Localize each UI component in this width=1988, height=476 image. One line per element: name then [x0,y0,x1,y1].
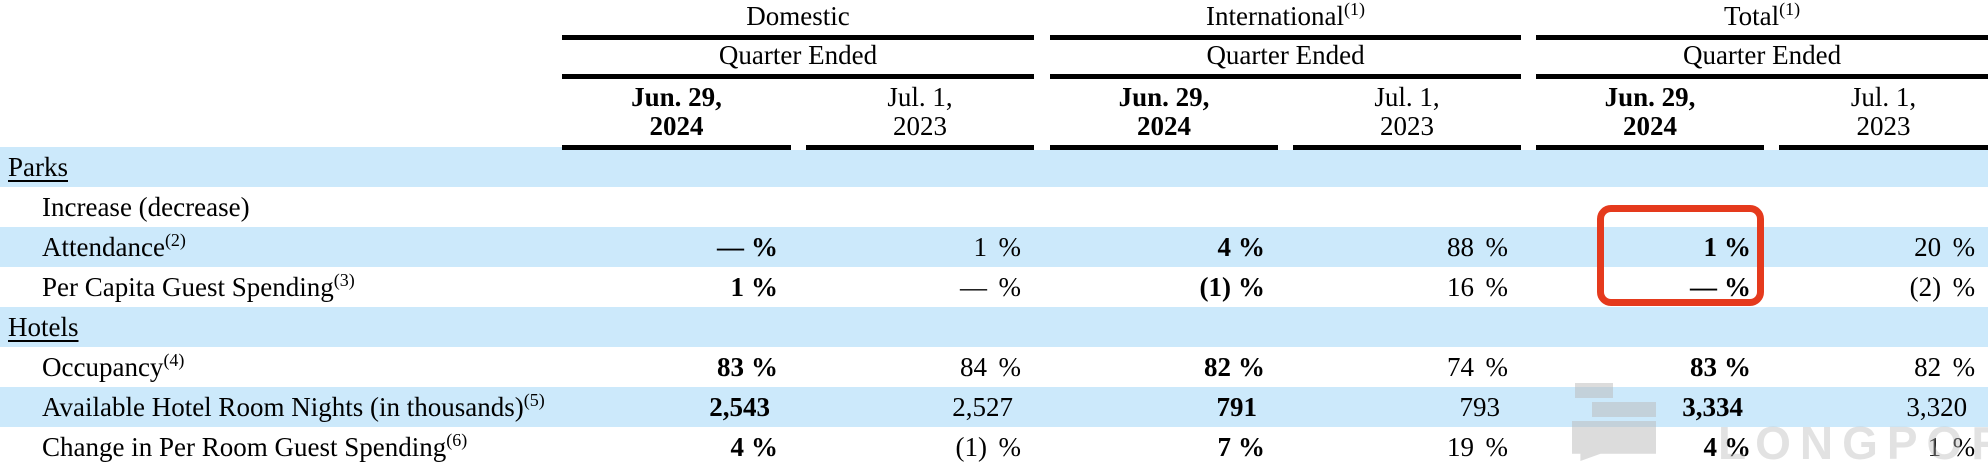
cell-domestic-2024: 1% [730,271,779,302]
col-header-jun-29-2024: Jun. 29, 2024 [1536,76,1765,150]
cell-domestic-2023: —% [960,271,1022,302]
cell-domestic-2023: (1)% [955,431,1022,462]
cell-total-2023: (2)% [1909,271,1976,302]
group-header-total: Total(1) [1536,0,1988,40]
cell-international-2023: 793 [1459,391,1501,422]
row-increase-decrease: Increase (decrease) [0,187,1988,227]
row-label: Occupancy [42,351,164,382]
row-label: Change in Per Room Guest Spending [42,431,447,462]
cell-domestic-2023: 2,527 [952,391,1014,422]
footnote-ref: (6) [446,429,468,450]
col-header-jul-1-2023: Jul. 1, 2023 [806,76,1035,150]
cell-domestic-2024: 83% [717,351,778,382]
cell-total-2023: 20% [1914,231,1976,262]
quarter-ended-row: Quarter Ended Quarter Ended Quarter Ende… [0,37,1988,79]
col-header-jul-1-2023: Jul. 1, 2023 [1293,76,1522,150]
footnote-ref: (1) [1344,0,1365,19]
row-change-per-room-guest-spending: Change in Per Room Guest Spending(6) 4% … [0,427,1988,467]
cell-total-2024: 1% [1703,231,1752,262]
cell-international-2023: 88% [1447,231,1509,262]
cell-domestic-2023: 1% [973,231,1022,262]
quarter-ended-label: Quarter Ended [562,37,1035,79]
row-available-hotel-room-nights: Available Hotel Room Nights (in thousand… [0,387,1988,427]
cell-international-2023: 19% [1447,431,1509,462]
footnote-ref: (5) [523,389,545,410]
group-header-international: International(1) [1050,0,1522,40]
cell-international-2023: 16% [1447,271,1509,302]
footnote-ref: (3) [333,269,355,290]
cell-international-2023: 74% [1447,351,1509,382]
row-label: Attendance [42,231,165,262]
section-row-parks: Parks [0,147,1988,187]
cell-international-2024: 82% [1204,351,1266,382]
col-header-jun-29-2024: Jun. 29, 2024 [562,76,791,150]
cell-international-2024: 791 [1216,391,1258,422]
footnote-ref: (2) [164,229,186,250]
group-header-row: Domestic International(1) Total(1) [0,0,1988,40]
cell-domestic-2024: 2,543 [709,391,770,422]
cell-international-2024: 4% [1217,231,1266,262]
section-label: Hotels [8,311,79,342]
cell-domestic-2024: 4% [730,431,779,462]
col-header-jun-29-2024: Jun. 29, 2024 [1050,76,1279,150]
group-header-domestic: Domestic [562,0,1035,40]
date-header-row: Jun. 29, 2024 Jul. 1, 2023 Jun. 29, 2024 Ju… [0,76,1988,150]
footnote-ref: (4) [163,349,185,370]
row-attendance: Attendance(2) —% 1% 4% 88% 1% 20% [0,227,1988,267]
cell-total-2024: —% [1690,271,1752,302]
cell-total-2023: 3,320 [1906,391,1968,422]
row-label: Available Hotel Room Nights (in thousand… [42,391,524,422]
cell-total-2024: 4% [1703,431,1752,462]
row-occupancy: Occupancy(4) 83% 84% 82% 74% 83% 82% [0,347,1988,387]
cell-total-2023: 1% [1927,431,1976,462]
section-row-hotels: Hotels [0,307,1988,347]
row-per-capita-guest-spending: Per Capita Guest Spending(3) 1% —% (1)% … [0,267,1988,307]
footnote-ref: (1) [1779,0,1801,19]
cell-international-2024: (1)% [1199,271,1266,302]
cell-total-2024: 83% [1690,351,1752,382]
section-label: Parks [8,151,68,182]
cell-international-2024: 7% [1217,431,1266,462]
cell-domestic-2023: 84% [960,351,1022,382]
cell-total-2024: 3,334 [1682,391,1744,422]
quarter-ended-label: Quarter Ended [1050,37,1522,79]
row-label: Increase (decrease) [42,191,250,222]
quarter-ended-label: Quarter Ended [1536,37,1988,79]
cell-domestic-2024: —% [717,231,778,262]
row-label: Per Capita Guest Spending [42,271,334,302]
col-header-jul-1-2023: Jul. 1, 2023 [1779,76,1988,150]
cell-total-2023: 82% [1914,351,1976,382]
